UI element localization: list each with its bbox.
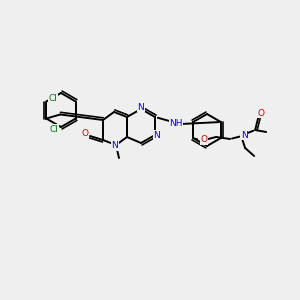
Text: N: N <box>241 130 247 140</box>
Text: N: N <box>138 103 144 112</box>
Text: O: O <box>82 130 88 139</box>
Text: N: N <box>154 130 160 140</box>
Text: NH: NH <box>169 119 183 128</box>
Text: N: N <box>112 142 118 151</box>
Text: O: O <box>201 136 208 145</box>
Text: Cl: Cl <box>49 94 58 103</box>
Text: Cl: Cl <box>50 124 58 134</box>
Text: O: O <box>258 109 265 118</box>
